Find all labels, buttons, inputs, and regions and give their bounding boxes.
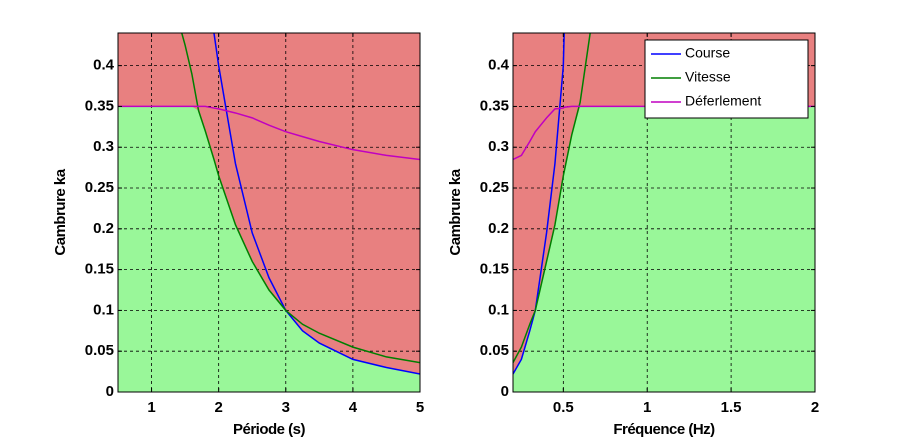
y-tick-label: 0 bbox=[501, 383, 509, 400]
series-line bbox=[513, 33, 565, 375]
series-line bbox=[513, 33, 591, 363]
y-tick-label: 0.35 bbox=[85, 97, 114, 114]
y-tick-label: 0.1 bbox=[488, 301, 509, 318]
x-tick-label: 0.5 bbox=[553, 399, 574, 416]
x-tick-label: 5 bbox=[416, 399, 424, 416]
x-tick-label: 2 bbox=[214, 399, 222, 416]
legend-label: Course bbox=[685, 45, 730, 61]
y-tick-label: 0.05 bbox=[85, 342, 114, 359]
y-tick-label: 0 bbox=[106, 383, 114, 400]
x-tick-label: 4 bbox=[349, 399, 358, 416]
axes-frame bbox=[512, 32, 816, 393]
y-tick-label: 0.1 bbox=[93, 301, 114, 318]
y-tick-label: 0.15 bbox=[85, 261, 114, 278]
axes-frame bbox=[117, 32, 421, 393]
y-tick-label: 0.2 bbox=[488, 220, 509, 237]
y-tick-label: 0.4 bbox=[93, 57, 115, 74]
x-tick-label: 1 bbox=[147, 399, 155, 416]
legend-box bbox=[644, 39, 809, 119]
legend-label: Déferlement bbox=[685, 93, 761, 109]
plot-area bbox=[118, 33, 420, 392]
y-axis-label: Cambrure ka bbox=[447, 168, 464, 255]
series-line bbox=[118, 105, 420, 161]
y-tick-label: 0.4 bbox=[488, 57, 510, 74]
safe-region bbox=[118, 106, 420, 392]
x-tick-label: 1 bbox=[643, 399, 651, 416]
y-tick-label: 0.3 bbox=[93, 138, 114, 155]
x-tick-label: 1.5 bbox=[721, 399, 742, 416]
y-tick-label: 0.2 bbox=[93, 220, 114, 237]
y-tick-label: 0.35 bbox=[480, 97, 509, 114]
x-tick-label: 3 bbox=[282, 399, 290, 416]
safe-region bbox=[513, 106, 815, 392]
series-line bbox=[513, 105, 815, 161]
x-tick-label: 2 bbox=[811, 399, 819, 416]
y-tick-label: 0.05 bbox=[480, 342, 509, 359]
legend-label: Vitesse bbox=[685, 69, 731, 85]
y-tick-label: 0.3 bbox=[488, 138, 509, 155]
y-tick-label: 0.15 bbox=[480, 261, 509, 278]
x-axis-label: Fréquence (Hz) bbox=[613, 421, 715, 438]
y-tick-label: 0.25 bbox=[85, 179, 114, 196]
y-axis-label: Cambrure ka bbox=[52, 168, 69, 255]
y-tick-label: 0.25 bbox=[480, 179, 509, 196]
x-axis-label: Période (s) bbox=[233, 421, 306, 438]
series-line bbox=[181, 33, 420, 364]
